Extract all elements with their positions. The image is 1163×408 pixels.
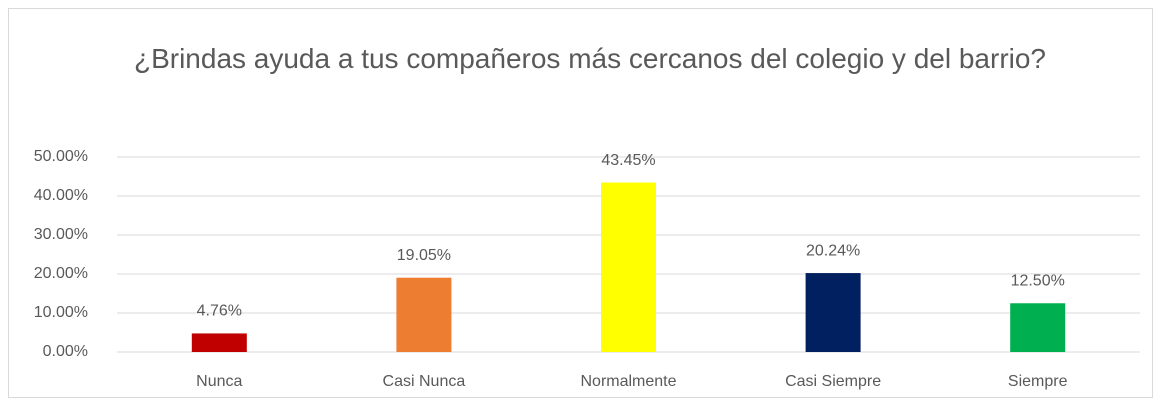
chart-frame (8, 8, 1153, 398)
value-label: 4.76% (197, 303, 242, 320)
y-tick-label: 10.00% (34, 304, 88, 321)
y-tick-label: 50.00% (34, 148, 88, 165)
bar (396, 277, 452, 352)
x-tick-label: Normalmente (580, 373, 676, 390)
y-tick-label: 20.00% (34, 265, 88, 282)
value-label: 12.50% (1011, 272, 1065, 289)
x-tick-label: Casi Nunca (383, 373, 466, 390)
x-tick-label: Nunca (196, 373, 242, 390)
y-tick-label: 40.00% (34, 187, 88, 204)
y-tick-label: 30.00% (34, 226, 88, 243)
value-label: 19.05% (397, 247, 451, 264)
value-label: 20.24% (806, 242, 860, 259)
bar (191, 333, 247, 352)
value-label: 43.45% (601, 152, 655, 169)
bar (1010, 303, 1066, 352)
y-tick-label: 0.00% (43, 343, 88, 360)
chart-title: ¿Brindas ayuda a tus compañeros más cerc… (133, 43, 1047, 74)
bar (805, 273, 861, 352)
bar (601, 182, 656, 352)
x-tick-label: Casi Siempre (785, 373, 881, 390)
x-tick-label: Siempre (1008, 373, 1068, 390)
